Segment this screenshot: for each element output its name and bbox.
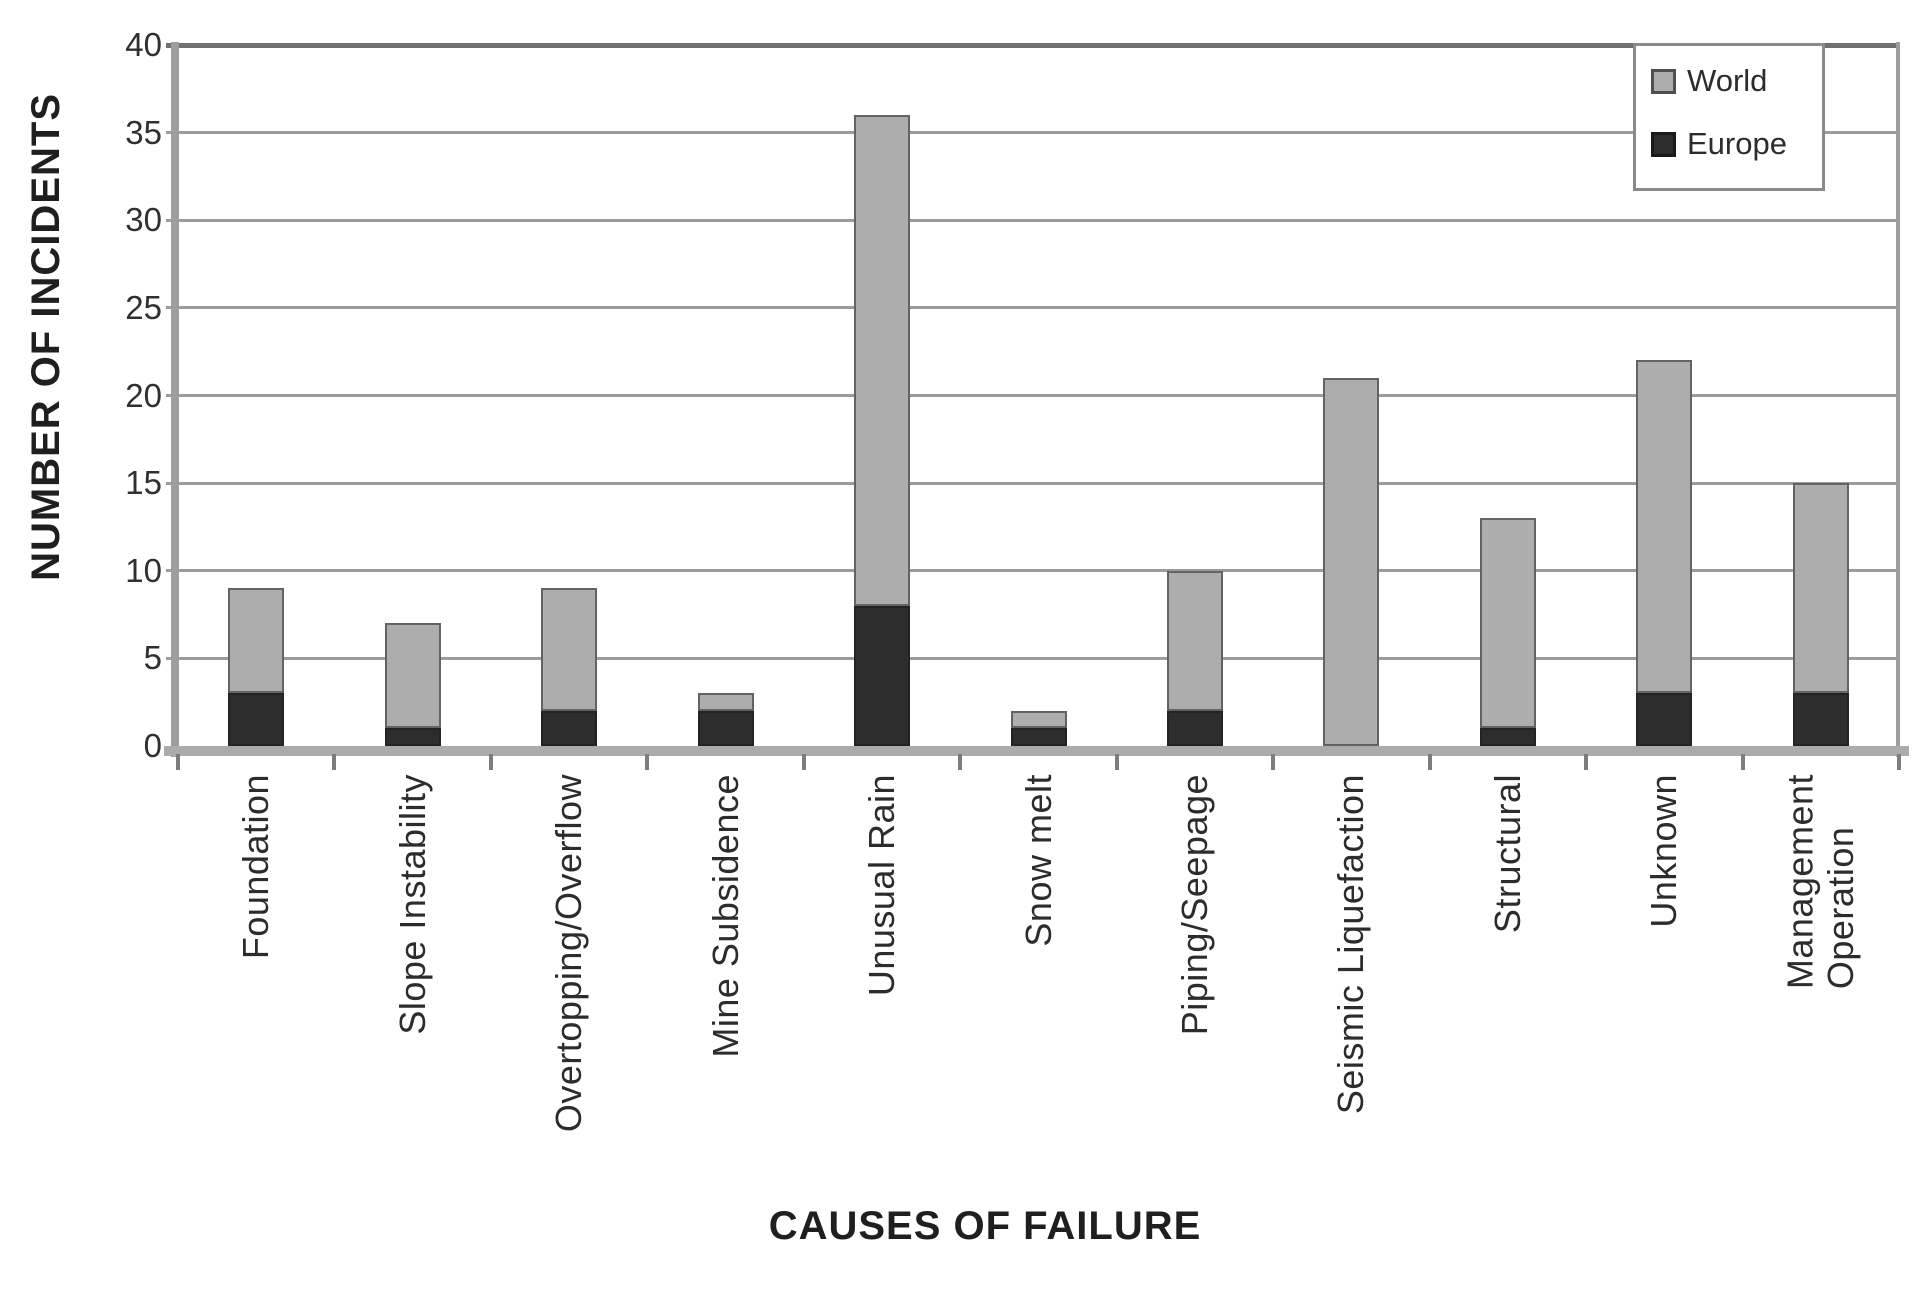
bar-world-segment xyxy=(541,588,598,711)
y-tick-label-20: 20 xyxy=(125,376,162,414)
x-category-label-text: Structural xyxy=(1486,774,1528,934)
x-category-label: Unknown xyxy=(1643,774,1685,933)
legend-item-europe: Europe xyxy=(1651,126,1822,162)
x-axis-tick xyxy=(1584,754,1589,770)
bar-europe-segment xyxy=(1479,728,1536,746)
x-axis-tick xyxy=(645,754,650,770)
x-axis-tick xyxy=(1427,754,1432,770)
bar-europe-segment xyxy=(854,605,911,746)
bar-world-segment xyxy=(854,115,911,606)
legend-item-world: World xyxy=(1651,63,1822,99)
gridline-35 xyxy=(166,131,1900,135)
x-axis-tick xyxy=(1114,754,1119,770)
x-category-label-text: Overtopping/Overflow xyxy=(547,774,589,1133)
x-axis-title: CAUSES OF FAILURE xyxy=(768,1204,1202,1248)
x-axis-tick xyxy=(1271,754,1276,770)
bar-europe-segment xyxy=(1792,693,1849,746)
x-axis-line xyxy=(164,746,1909,756)
x-category-label-text: Foundation xyxy=(235,774,277,960)
x-category-label: Overtopping/Overflow xyxy=(547,774,589,1137)
bar-world-segment xyxy=(384,623,441,729)
x-category-label: Piping/Seepage xyxy=(1173,774,1215,1040)
y-axis-title: NUMBER OF INCIDENTS xyxy=(24,93,69,586)
x-category-label: Mine Subsidence xyxy=(704,774,746,1063)
bar-europe-segment xyxy=(384,728,441,746)
legend-swatch-europe xyxy=(1651,131,1676,157)
y-tick-label-0: 0 xyxy=(143,727,162,764)
bar-world-segment xyxy=(697,693,754,711)
bar-europe-segment xyxy=(1636,693,1693,746)
legend-label: World xyxy=(1687,63,1768,98)
plot-right-border xyxy=(1896,42,1900,757)
x-category-label-text: Snow melt xyxy=(1017,774,1059,947)
x-category-label: Foundation xyxy=(235,774,277,964)
x-axis-tick xyxy=(332,754,337,770)
gridline-30 xyxy=(166,218,1900,222)
x-axis-tick xyxy=(801,754,806,770)
x-category-label-text: Management Operation xyxy=(1779,774,1861,990)
bar-world-segment xyxy=(1010,710,1067,729)
x-category-label: Snow melt xyxy=(1017,774,1059,952)
plot-top-border xyxy=(166,42,1900,48)
y-tick-label-25: 25 xyxy=(125,288,162,326)
gridline-25 xyxy=(166,306,1900,310)
x-category-label: Management Operation xyxy=(1779,774,1861,994)
y-tick-label-40: 40 xyxy=(125,26,162,63)
legend-swatch-world xyxy=(1651,68,1676,94)
y-axis-line xyxy=(171,42,179,757)
x-category-label: Slope Instability xyxy=(391,774,433,1040)
bar-europe-segment xyxy=(697,710,754,746)
bar-world-segment xyxy=(1323,377,1380,746)
x-category-label-text: Seismic Liquefaction xyxy=(1330,774,1372,1115)
bar-world-segment xyxy=(1479,518,1536,729)
y-tick-label-10: 10 xyxy=(125,551,162,589)
x-category-label-text: Unknown xyxy=(1643,774,1685,928)
x-category-label: Structural xyxy=(1486,774,1528,938)
gridline-5 xyxy=(166,656,1900,660)
x-axis-tick xyxy=(958,754,963,770)
gridline-15 xyxy=(166,481,1900,485)
x-axis-tick xyxy=(488,754,493,770)
x-axis-tick xyxy=(176,754,180,770)
y-axis-title-text: NUMBER OF INCIDENTS xyxy=(24,93,68,581)
gridline-10 xyxy=(166,569,1900,573)
y-tick-label-30: 30 xyxy=(125,201,162,239)
bar-world-segment xyxy=(228,588,285,694)
x-category-label-text: Mine Subsidence xyxy=(704,774,746,1058)
x-axis-tick xyxy=(1897,754,1901,770)
bar-world-segment xyxy=(1636,360,1693,694)
bar-europe-segment xyxy=(1010,728,1067,746)
legend-label: Europe xyxy=(1687,126,1787,161)
x-axis-tick xyxy=(1740,754,1745,770)
y-tick-label-15: 15 xyxy=(125,464,162,502)
x-category-label-text: Slope Instability xyxy=(391,774,433,1035)
y-tick-label-35: 35 xyxy=(125,113,162,151)
legend: World Europe xyxy=(1633,43,1825,191)
bar-europe-segment xyxy=(1166,710,1223,746)
gridline-20 xyxy=(166,394,1900,397)
y-tick-label-5: 5 xyxy=(143,639,162,677)
bar-world-segment xyxy=(1792,483,1849,694)
x-category-label-text: Unusual Rain xyxy=(860,774,902,997)
bar-world-segment xyxy=(1166,570,1223,711)
x-category-label: Unusual Rain xyxy=(860,774,902,1001)
bar-europe-segment xyxy=(541,710,598,746)
x-category-label: Seismic Liquefaction xyxy=(1330,774,1372,1119)
x-category-label-text: Piping/Seepage xyxy=(1173,774,1215,1036)
bar-europe-segment xyxy=(228,693,285,746)
